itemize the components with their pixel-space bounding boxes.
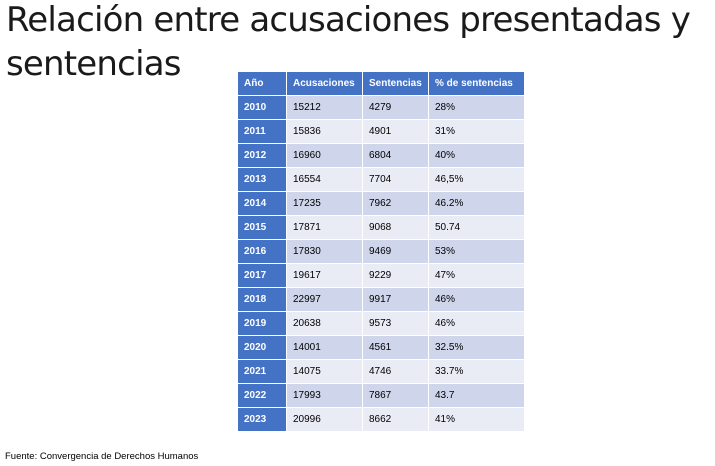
sentences-cell: 9469 [362, 239, 429, 264]
sentences-cell: 9229 [362, 263, 429, 288]
accusations-cell: 17993 [286, 383, 363, 408]
year-cell: 2017 [237, 263, 287, 288]
year-cell: 2023 [237, 407, 287, 432]
accusations-cell: 19617 [286, 263, 363, 288]
slide-title: Relación entre acusaciones presentadas y… [6, 0, 691, 84]
sentence-percent-cell: 46.2% [428, 191, 525, 216]
year-cell: 2014 [237, 191, 287, 216]
accusations-cell: 20996 [286, 407, 363, 432]
table-body: 2010 15212 4279 28% 2011 15836 4901 31% 2012 1696… [237, 95, 525, 432]
table-row: 2013 16554 7704 46,5% [237, 167, 525, 192]
table-row: 2023 20996 8662 41% [237, 407, 525, 432]
sentence-percent-cell: 40% [428, 143, 525, 168]
accusations-cell: 17830 [286, 239, 363, 264]
table-header: Año Acusaciones Sentencias % de sentenci… [237, 71, 525, 96]
accusations-cell: 22997 [286, 287, 363, 312]
accusations-cell: 20638 [286, 311, 363, 336]
sentences-cell: 9917 [362, 287, 429, 312]
accusations-cell: 16554 [286, 167, 363, 192]
sentence-percent-cell: 31% [428, 119, 525, 144]
year-cell: 2011 [237, 119, 287, 144]
year-cell: 2016 [237, 239, 287, 264]
table-row: 2022 17993 7867 43.7 [237, 383, 525, 408]
sentence-percent-cell: 32.5% [428, 335, 525, 360]
header-row: Año Acusaciones Sentencias % de sentenci… [237, 71, 525, 96]
table-row: 2015 17871 9068 50.74 [237, 215, 525, 240]
table-row: 2011 15836 4901 31% [237, 119, 525, 144]
table-row: 2019 20638 9573 46% [237, 311, 525, 336]
year-cell: 2010 [237, 95, 287, 120]
table-row: 2020 14001 4561 32.5% [237, 335, 525, 360]
sentence-percent-cell: 53% [428, 239, 525, 264]
table-row: 2018 22997 9917 46% [237, 287, 525, 312]
table-row: 2016 17830 9469 53% [237, 239, 525, 264]
table-row: 2017 19617 9229 47% [237, 263, 525, 288]
table-row: 2012 16960 6804 40% [237, 143, 525, 168]
sentences-cell: 4279 [362, 95, 429, 120]
sentences-cell: 7704 [362, 167, 429, 192]
sentences-cell: 6804 [362, 143, 429, 168]
table-row: 2010 15212 4279 28% [237, 95, 525, 120]
sentence-percent-cell: 46,5% [428, 167, 525, 192]
accusations-cell: 17871 [286, 215, 363, 240]
sentences-cell: 9573 [362, 311, 429, 336]
sentences-cell: 4561 [362, 335, 429, 360]
year-cell: 2013 [237, 167, 287, 192]
sentences-cell: 4901 [362, 119, 429, 144]
table-row: 2021 14075 4746 33.7% [237, 359, 525, 384]
accusations-cell: 16960 [286, 143, 363, 168]
sentence-percent-cell: 33.7% [428, 359, 525, 384]
sentence-percent-cell: 46% [428, 287, 525, 312]
year-cell: 2018 [237, 287, 287, 312]
accusations-cell: 17235 [286, 191, 363, 216]
year-cell: 2021 [237, 359, 287, 384]
accusations-cell: 14001 [286, 335, 363, 360]
header-sentences: Sentencias [362, 71, 429, 96]
year-cell: 2020 [237, 335, 287, 360]
header-year: Año [237, 71, 287, 96]
year-cell: 2019 [237, 311, 287, 336]
sentence-percent-cell: 47% [428, 263, 525, 288]
sentences-cell: 7962 [362, 191, 429, 216]
year-cell: 2015 [237, 215, 287, 240]
header-sentence-percent: % de sentencias [428, 71, 525, 96]
accusations-cell: 15836 [286, 119, 363, 144]
year-cell: 2022 [237, 383, 287, 408]
sentence-percent-cell: 46% [428, 311, 525, 336]
sentence-percent-cell: 28% [428, 95, 525, 120]
data-table: Año Acusaciones Sentencias % de sentenci… [237, 71, 525, 432]
sentence-percent-cell: 50.74 [428, 215, 525, 240]
header-accusations: Acusaciones [286, 71, 363, 96]
accusations-cell: 15212 [286, 95, 363, 120]
source-note: Fuente: Convergencia de Derechos Humanos [5, 451, 199, 462]
sentences-cell: 4746 [362, 359, 429, 384]
year-cell: 2012 [237, 143, 287, 168]
sentence-percent-cell: 41% [428, 407, 525, 432]
sentences-cell: 7867 [362, 383, 429, 408]
sentences-cell: 8662 [362, 407, 429, 432]
table-row: 2014 17235 7962 46.2% [237, 191, 525, 216]
sentences-cell: 9068 [362, 215, 429, 240]
sentence-percent-cell: 43.7 [428, 383, 525, 408]
accusations-cell: 14075 [286, 359, 363, 384]
